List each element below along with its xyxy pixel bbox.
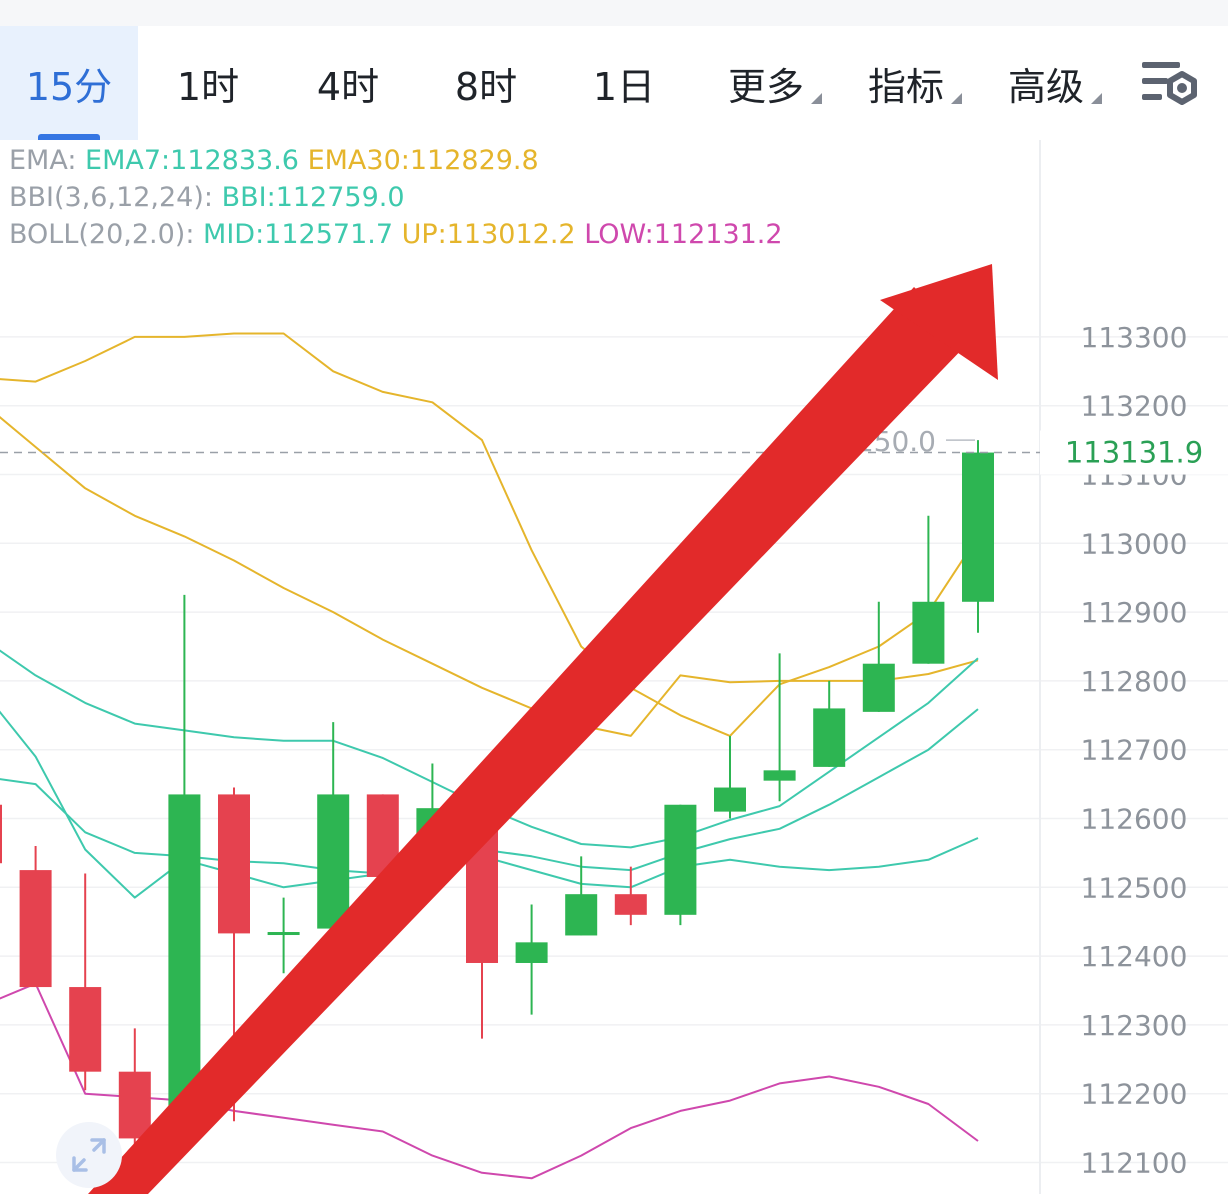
expand-icon[interactable] <box>56 1122 122 1188</box>
tab-label: 15分 <box>25 64 113 109</box>
boll-mid-value: MID:112571.7 <box>203 219 394 250</box>
trend-arrow-head <box>880 264 998 380</box>
settings-icon[interactable] <box>1138 56 1198 112</box>
indicator-line-boll-up <box>0 416 979 737</box>
candle-body <box>19 870 52 988</box>
candle-body <box>118 1071 151 1139</box>
candle-body <box>714 787 746 812</box>
tab-1h[interactable]: 1时 <box>138 26 278 140</box>
y-axis-tick-label: 112500 <box>1081 871 1188 904</box>
status-strip <box>0 0 1228 26</box>
candle-body <box>962 452 994 602</box>
boll-low-value: LOW:112131.2 <box>584 219 783 250</box>
tab-advanced-dropdown[interactable]: 高级 <box>980 26 1112 140</box>
tab-indicators-dropdown[interactable]: 指标 <box>840 26 972 140</box>
boll-legend-name: BOLL(20,2.0): <box>9 219 195 250</box>
indicator-line-low <box>0 982 979 1180</box>
tab-1d[interactable]: 1日 <box>554 26 694 140</box>
ema7-value: EMA7:112833.6 <box>85 145 299 176</box>
candle-body <box>813 708 846 767</box>
y-axis-tick-label: 113200 <box>1081 390 1188 423</box>
candle-body <box>565 894 598 936</box>
tab-label: 1日 <box>592 64 656 109</box>
y-axis-tick-label: 112200 <box>1081 1078 1188 1111</box>
boll-legend: BOLL(20,2.0): MID:112571.7 UP:113012.2 L… <box>9 220 783 250</box>
tab-label: 高级 <box>1007 64 1084 109</box>
candle-body <box>218 794 250 934</box>
dropdown-caret-icon <box>811 93 822 104</box>
candle-body <box>763 770 796 781</box>
candle-body <box>317 794 350 929</box>
candle-body <box>267 932 300 936</box>
tab-label: 8时 <box>454 64 518 109</box>
candle-body <box>912 601 945 664</box>
bbi-legend: BBI(3,6,12,24): BBI:112759.0 <box>9 183 405 213</box>
y-axis-tick-label: 112600 <box>1081 803 1188 836</box>
trend-arrow-shaft <box>88 287 970 1194</box>
tab-more-dropdown[interactable]: 更多 <box>700 26 832 140</box>
active-tab-indicator <box>38 134 100 140</box>
candle-body <box>664 804 697 915</box>
tab-label: 指标 <box>867 64 944 109</box>
candle-body <box>614 894 647 915</box>
candle-body <box>0 804 2 864</box>
bbi-value: BBI:112759.0 <box>221 182 405 213</box>
y-axis-tick-label: 112300 <box>1081 1009 1188 1042</box>
tab-15m[interactable]: 15分 <box>0 26 138 140</box>
ema30-value: EMA30:112829.8 <box>307 145 539 176</box>
ema-legend: EMA: EMA7:112833.6 EMA30:112829.8 <box>9 146 539 176</box>
tab-label: 4时 <box>316 64 380 109</box>
dropdown-caret-icon <box>1091 93 1102 104</box>
tab-label: 更多 <box>727 64 804 109</box>
tab-4h[interactable]: 4时 <box>278 26 418 140</box>
timeframe-tab-bar: 15分 1时 4时 8时 1日 更多 指标 高级 <box>0 26 1228 140</box>
y-axis-tick-label: 112100 <box>1081 1147 1188 1180</box>
candle-body <box>515 942 548 963</box>
y-axis-tick-label: 112900 <box>1081 596 1188 629</box>
y-axis-tick-label: 112700 <box>1081 734 1188 767</box>
ema-legend-name: EMA: <box>9 145 77 176</box>
y-axis-tick-label: 113300 <box>1081 321 1188 354</box>
current-price-label: 113131.9 <box>1065 436 1203 470</box>
tab-label: 1时 <box>176 64 240 109</box>
candle-body <box>862 663 895 712</box>
boll-up-value: UP:113012.2 <box>401 219 576 250</box>
candlestick-chart[interactable]: 1133001132001131001130001129001128001127… <box>0 140 1228 1194</box>
indicator-line-ema30 <box>0 332 979 737</box>
y-axis-tick-label: 112400 <box>1081 940 1188 973</box>
dropdown-caret-icon <box>951 93 962 104</box>
y-axis-tick-label: 113000 <box>1081 527 1188 560</box>
tab-8h[interactable]: 8时 <box>418 26 554 140</box>
candle-body <box>168 794 201 1129</box>
bbi-legend-name: BBI(3,6,12,24): <box>9 182 213 213</box>
candle-body <box>69 987 102 1072</box>
y-axis-tick-label: 112800 <box>1081 665 1188 698</box>
current-price-label-bg <box>1040 430 1228 475</box>
